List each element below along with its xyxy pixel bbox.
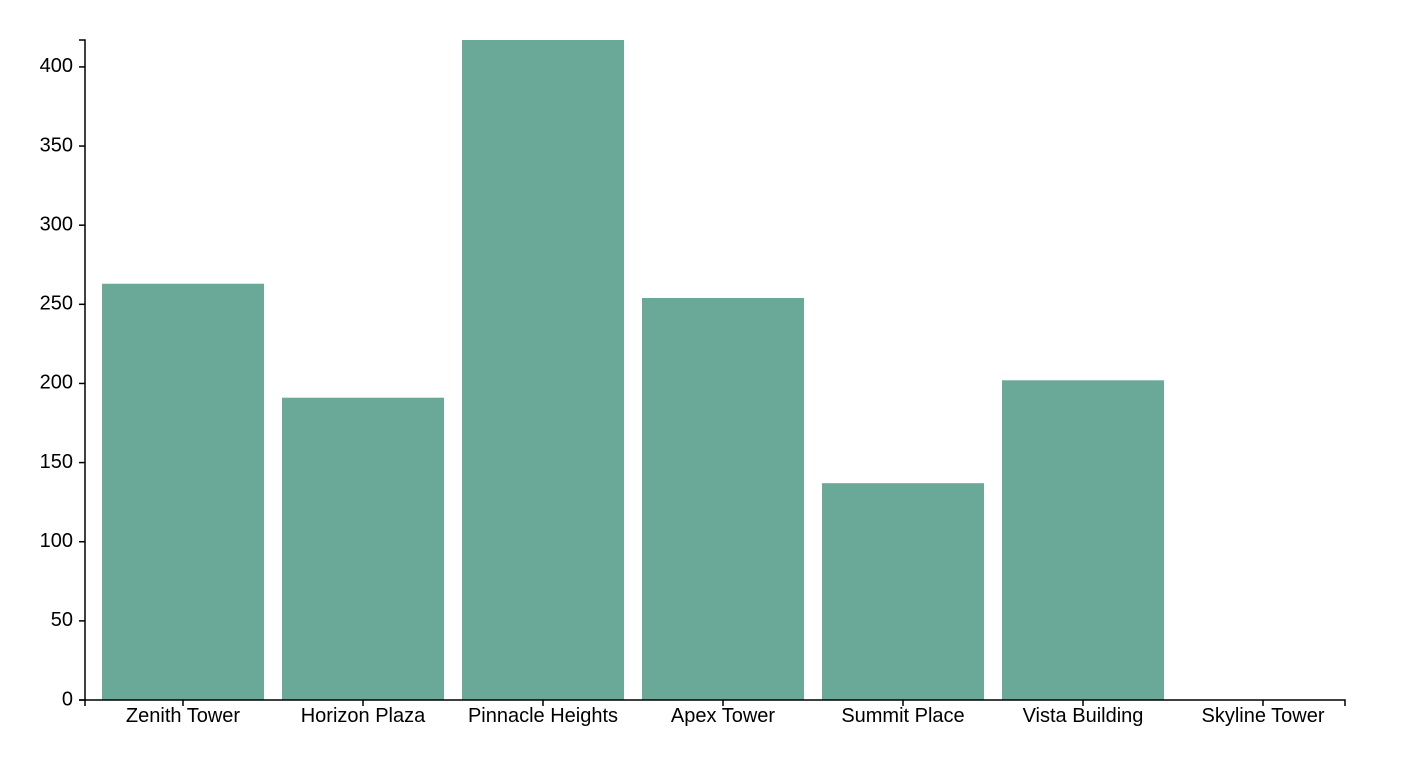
- bar-horizon-plaza: [282, 397, 444, 700]
- y-axis-line: [79, 39, 86, 701]
- y-tick-label-150: 150: [40, 451, 73, 473]
- x-axis: Zenith Tower Horizon Plaza Pinnacle Height…: [84, 699, 1346, 727]
- y-tick-label-400: 400: [40, 55, 73, 77]
- y-tick-label-50: 50: [51, 609, 73, 631]
- bar-zenith-tower: [102, 283, 264, 700]
- bar-summit-place: [822, 483, 984, 700]
- y-tick-label-300: 300: [40, 213, 73, 235]
- bar-pinnacle-heights: [462, 40, 624, 700]
- x-tick-label-pinnacle-heights: Pinnacle Heights: [468, 705, 618, 727]
- x-tick-label-horizon-plaza: Horizon Plaza: [301, 705, 426, 727]
- y-tick-label-250: 250: [40, 293, 73, 315]
- x-tick-label-zenith-tower: Zenith Tower: [126, 705, 240, 727]
- x-tick-label-vista-building: Vista Building: [1023, 705, 1144, 727]
- y-tick-label-100: 100: [40, 530, 73, 552]
- bar-vista-building: [1002, 380, 1164, 700]
- y-axis: 0 50 100 150 200 250 300 350 400: [40, 39, 86, 710]
- y-tick-label-0: 0: [62, 688, 73, 710]
- x-tick-label-apex-tower: Apex Tower: [671, 705, 775, 727]
- x-tick-label-skyline-tower: Skyline Tower: [1201, 705, 1324, 727]
- y-tick-label-200: 200: [40, 372, 73, 394]
- bar-apex-tower: [642, 297, 804, 700]
- x-axis-line: [84, 699, 1346, 706]
- y-tick-label-350: 350: [40, 134, 73, 156]
- x-tick-label-summit-place: Summit Place: [841, 705, 964, 727]
- bars-group: [102, 40, 1164, 700]
